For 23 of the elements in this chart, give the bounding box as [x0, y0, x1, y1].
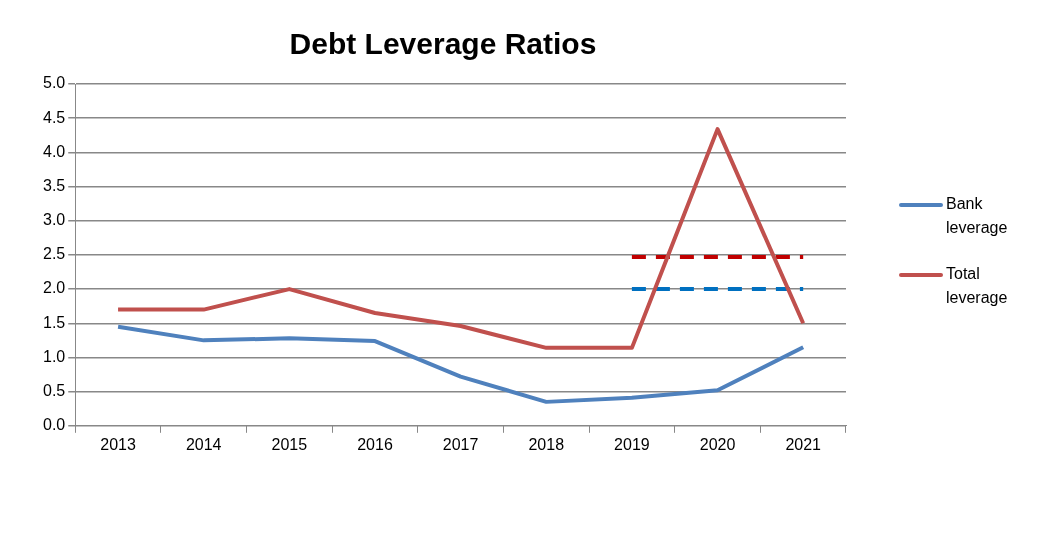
x-tick-label: 2015	[271, 435, 308, 453]
x-tick-label: 2021	[785, 435, 822, 453]
legend-label: Bank leverage	[946, 195, 1008, 237]
y-tick-label: 3.0	[42, 211, 66, 229]
x-tick-label: 2019	[614, 435, 650, 453]
y-tick-label: 5.0	[42, 74, 66, 92]
legend-label: Total leverage	[946, 265, 1008, 307]
x-tick-label: 2017	[442, 435, 479, 453]
x-tick-label: 2018	[528, 435, 565, 453]
y-tick-label: 4.5	[42, 108, 66, 126]
y-tick-label: 4.0	[42, 142, 66, 160]
y-tick-label: 2.5	[42, 245, 66, 263]
x-tick-label: 2013	[100, 435, 136, 453]
y-tick-label: 0.5	[42, 382, 66, 400]
y-tick-label: 2.0	[42, 279, 66, 297]
y-tick-label: 1.0	[42, 347, 66, 365]
y-tick-label: 3.5	[42, 176, 66, 194]
y-tick-label: 1.5	[42, 313, 66, 331]
x-tick-label: 2014	[185, 435, 222, 453]
x-tick-label: 2016	[357, 435, 393, 453]
y-tick-label: 0.0	[42, 416, 66, 434]
x-tick-label: 2020	[699, 435, 736, 453]
chart-title: Debt Leverage Ratios	[289, 27, 597, 61]
